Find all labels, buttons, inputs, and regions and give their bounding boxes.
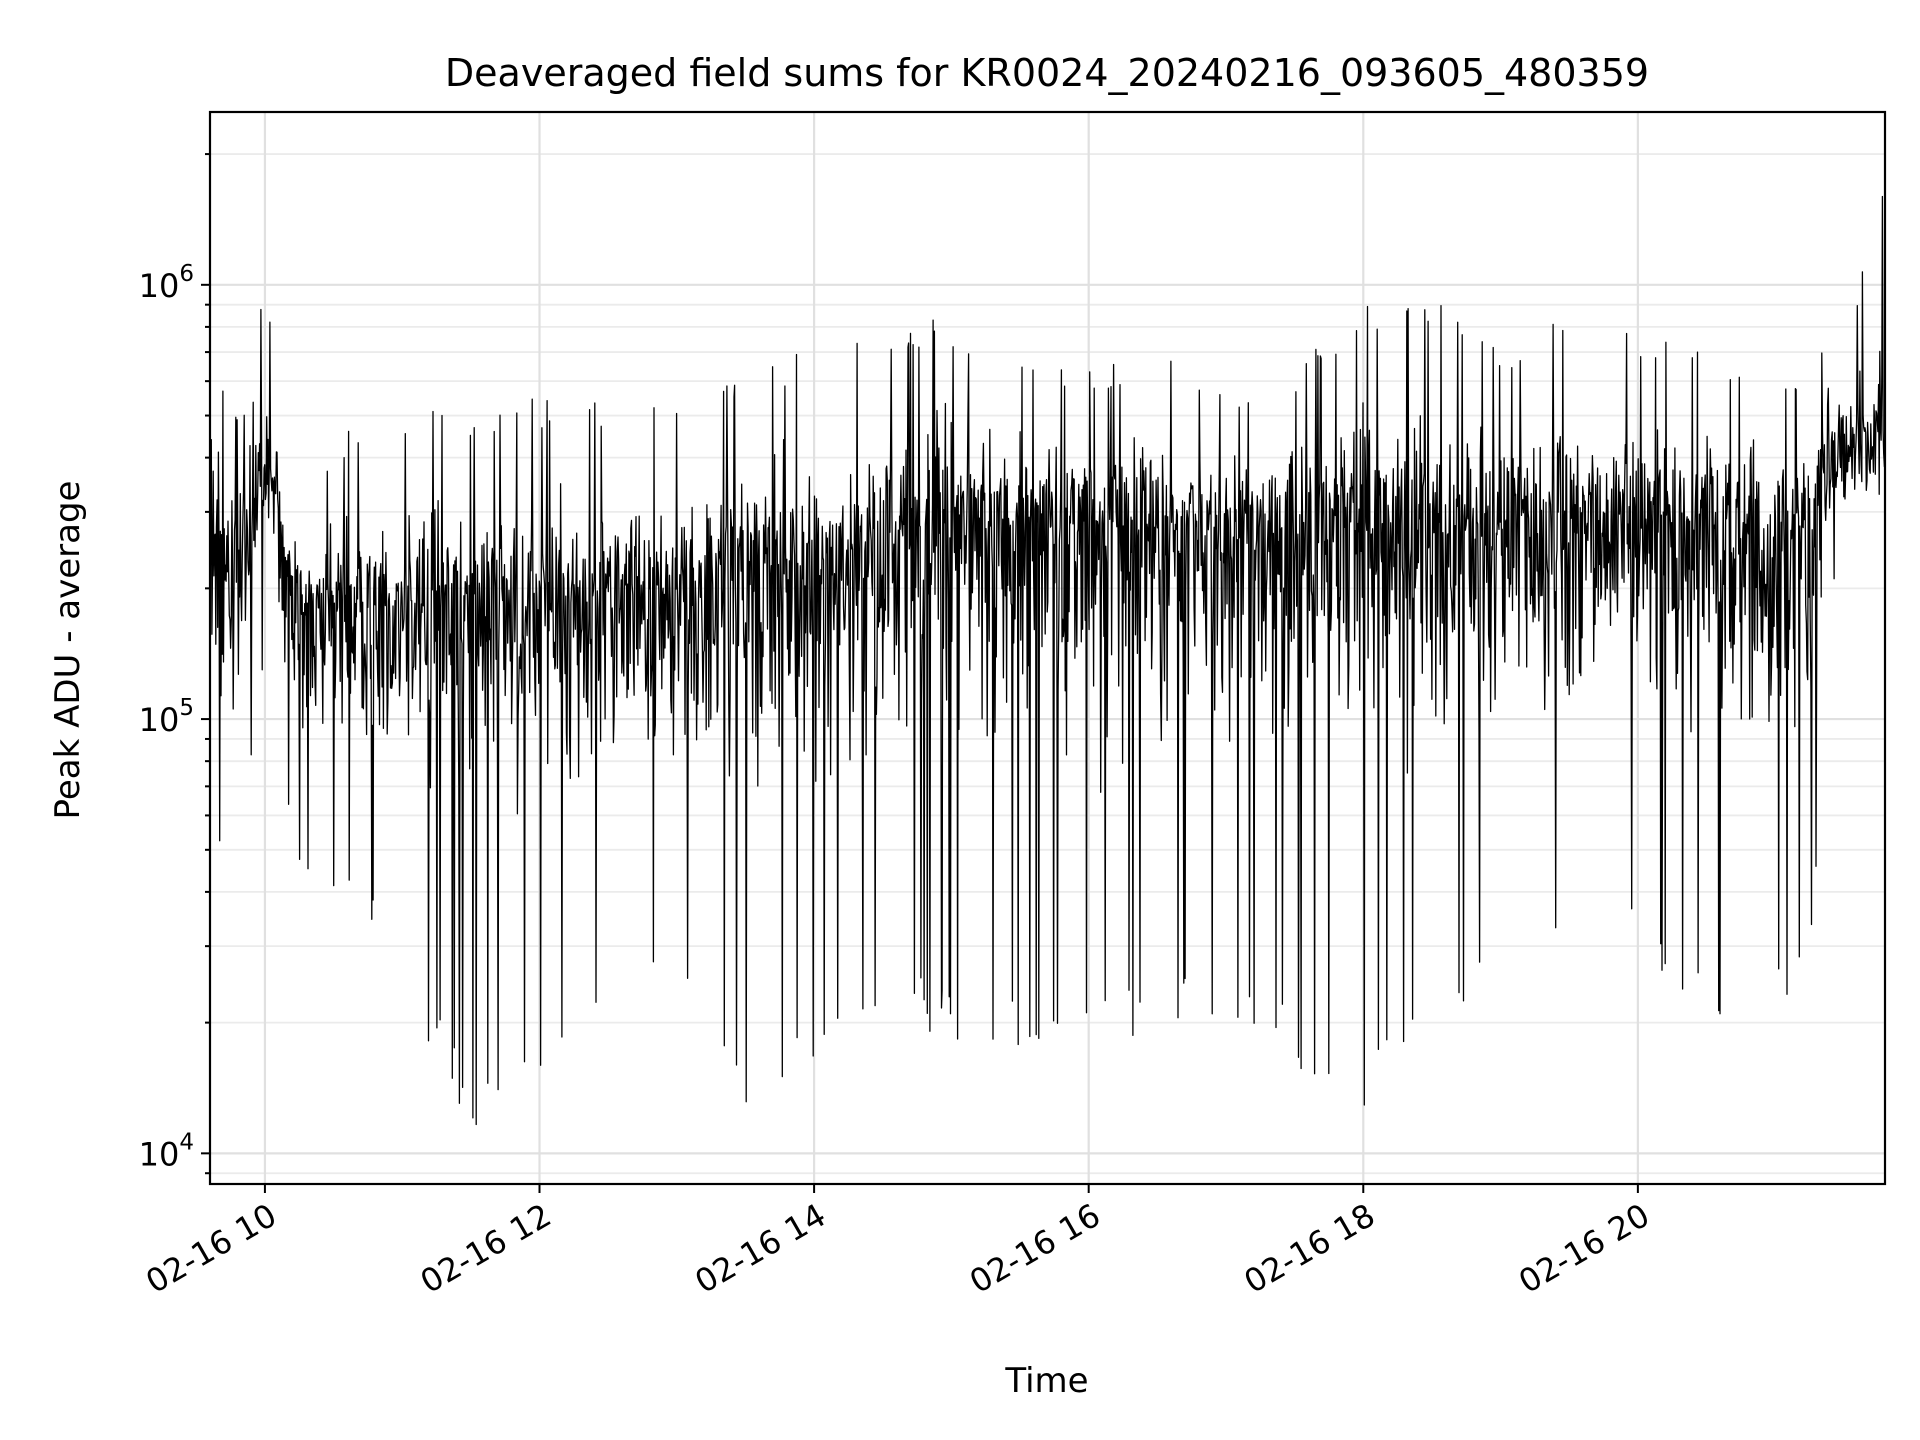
y-tick-label: 104 xyxy=(139,1129,194,1173)
axes-frame xyxy=(208,110,1887,1186)
y-tick-base: 10 xyxy=(139,1135,180,1173)
series-line xyxy=(209,195,1886,1126)
y-tick-label: 105 xyxy=(139,695,194,739)
y-tick-base: 10 xyxy=(139,701,180,739)
chart-title: Deaveraged field sums for KR0024_2024021… xyxy=(445,51,1649,95)
plot-area xyxy=(209,195,1886,1126)
y-tick-exponent: 5 xyxy=(179,695,194,721)
x-axis-label: Time xyxy=(1004,1361,1088,1401)
y-tick-base: 10 xyxy=(139,267,180,305)
y-tick-exponent: 6 xyxy=(179,261,194,287)
y-tick-label: 106 xyxy=(139,261,194,305)
y-tick-exponent: 4 xyxy=(179,1129,194,1155)
y-axis-label: Peak ADU - average xyxy=(48,481,88,820)
